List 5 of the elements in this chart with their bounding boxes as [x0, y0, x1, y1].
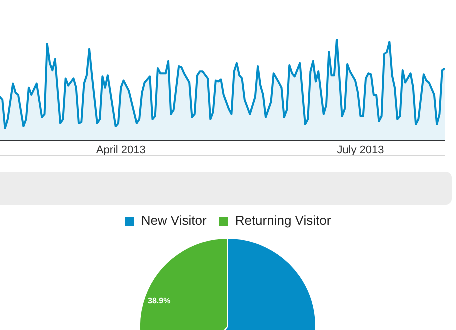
x-tick-label: July 2013	[337, 144, 384, 156]
data-label: 38.9%	[148, 296, 171, 306]
x-tick-label: April 2013	[96, 144, 146, 156]
legend-label: New Visitor	[141, 213, 208, 228]
legend-label: Returning Visitor	[235, 213, 332, 228]
